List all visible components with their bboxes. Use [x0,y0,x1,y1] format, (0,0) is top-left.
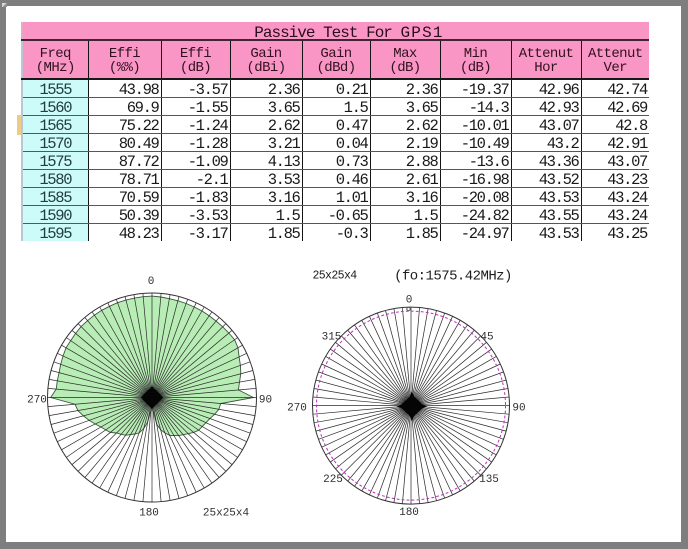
svg-text:180: 180 [399,507,419,519]
svg-text:315: 315 [322,332,342,344]
svg-text:90: 90 [259,395,272,407]
svg-text:225: 225 [323,474,343,486]
svg-text:(fo:1575.42MHz): (fo:1575.42MHz) [394,268,512,284]
svg-text:135: 135 [479,474,499,486]
svg-text:25x25x4: 25x25x4 [312,269,357,282]
svg-text:45: 45 [480,332,493,344]
svg-text:270: 270 [287,402,307,414]
svg-text:270: 270 [27,395,47,407]
svg-text:90: 90 [512,402,525,414]
svg-text:0: 0 [148,276,155,288]
svg-text:25x25x4: 25x25x4 [203,508,250,520]
svg-text:180: 180 [139,508,159,520]
svg-text:0: 0 [406,295,413,307]
